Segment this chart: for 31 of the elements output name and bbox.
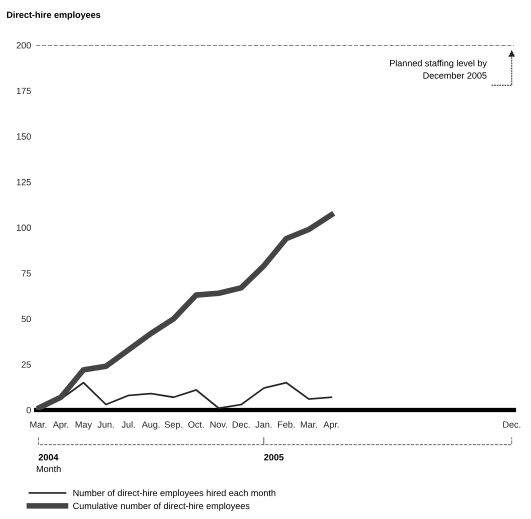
x-tick-label: Sep. [164, 421, 182, 430]
x-tick-label: Mar. [300, 421, 317, 428]
x-tick-label: Jun. [98, 421, 114, 428]
y-tick-label: 175 [16, 88, 31, 94]
ref-line-label: Planned staffing level by December 2005 [390, 60, 487, 79]
legend-label: Cumulative number of direct-hire employees [73, 502, 250, 511]
x-tick-label: Dec. [232, 421, 250, 428]
y-tick-label: 100 [16, 224, 31, 231]
x-tick-label: Apr. [52, 421, 68, 430]
x-tick-label: Dec. [503, 421, 520, 428]
y-tick-label: 50 [22, 316, 31, 322]
x-tick-label: Oct. [188, 421, 204, 428]
x-tick-label: May [76, 421, 92, 430]
x-tick-label: Feb. [278, 421, 295, 428]
x-tick-label: Mar. [30, 421, 46, 428]
y-axis-title: Direct-hire employees [6, 11, 100, 20]
legend-label: Number of direct-hire employees hired each month [73, 490, 276, 498]
x-axis-title: Month [36, 465, 61, 472]
x-tick-label: Aug. [142, 421, 160, 430]
y-tick-label: 125 [16, 178, 31, 186]
x-tick-label: Apr. [323, 421, 339, 430]
x-tick-label: Nov. [210, 421, 227, 428]
y-tick-label: 200 [16, 42, 31, 49]
y-tick-label: 150 [16, 133, 31, 140]
text: 2005 [264, 454, 284, 460]
y-tick-label: 75 [22, 270, 31, 277]
text: 2004 [38, 454, 58, 460]
x-tick-label: Jan. [255, 421, 272, 428]
y-tick-label: 25 [22, 361, 31, 368]
y-tick-label: 0 [26, 406, 31, 414]
x-tick-label: Jul. [122, 421, 135, 428]
